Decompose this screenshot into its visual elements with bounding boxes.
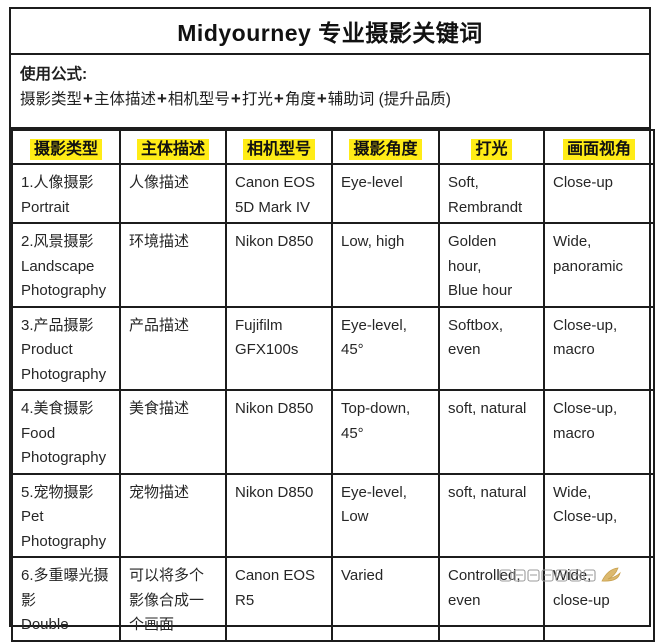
plus-sign: + [156,89,167,108]
header-highlight: 摄影角度 [349,139,422,160]
table-row: 2.风景摄影 Landscape Photography 环境描述 Nikon … [11,222,655,308]
header-highlight: 打光 [471,139,512,160]
table-cell: Low, high [331,222,440,308]
table-cell: 5.宠物摄影 Pet Photography [11,472,121,558]
keywords-table: 摄影类型 主体描述 相机型号 摄影角度 打光 画面视角 1.人像摄影 Portr… [11,129,655,642]
table-cell: 产品描述 [119,305,227,391]
table-cell: 人像描述 [119,163,227,224]
formula-part: 主体描述 [93,91,156,108]
formula-section: 使用公式: 摄影类型+主体描述+相机型号+打光+角度+辅助词 (提升品质) [11,55,649,129]
table-cell: 4.美食摄影 Food Photography [11,389,121,475]
table-cell: Close-up, macro [543,389,655,475]
table-cell: Softbox, even [438,305,545,391]
table-cell: Canon EOS R5 [225,556,333,642]
plus-sign: + [316,89,327,108]
header-cell-type: 摄影类型 [11,129,121,165]
header-highlight: 画面视角 [562,139,635,160]
table-cell: Varied [331,556,440,642]
table-cell: Soft, Rembrandt [438,163,545,224]
formula-part: 相机型号 [167,91,230,108]
header-highlight: 摄影类型 [29,139,102,160]
formula-part: 摄影类型 [20,91,83,108]
table-cell: 可以将多个 影像合成一 个画面 [119,556,227,642]
table-cell: 6.多重曝光摄 影 Double [11,556,121,642]
table-cell: Eye-level, Low [331,472,440,558]
document-page: Midyourney 专业摄影关键词 使用公式: 摄影类型+主体描述+相机型号+… [9,7,655,642]
plus-sign: + [230,89,241,108]
table-cell: Eye-level [331,163,440,224]
table-cell: soft, natural [438,389,545,475]
table-cell: 3.产品摄影 Product Photography [11,305,121,391]
table-cell: Fujifilm GFX100s [225,305,333,391]
table-cell: soft, natural [438,472,545,558]
table-cell: Nikon D850 [225,389,333,475]
table-cell: Eye-level, 45° [331,305,440,391]
table-cell: 美食描述 [119,389,227,475]
header-row: 摄影类型 主体描述 相机型号 摄影角度 打光 画面视角 [11,129,655,165]
header-cell-camera: 相机型号 [225,129,333,165]
header-highlight: 主体描述 [136,139,209,160]
page-title: Midyourney 专业摄影关键词 [177,20,483,46]
table-cell: Close-up, macro [543,305,655,391]
table-cell: 环境描述 [119,222,227,308]
table-cell: 1.人像摄影 Portrait [11,163,121,224]
table-cell: Top-down, 45° [331,389,440,475]
table-cell: Close-up [543,163,655,224]
table-cell: Controlled, even [438,556,545,642]
formula-part: 角度 [284,91,316,108]
formula-part: 打光 [241,91,273,108]
table-cell: Nikon D850 [225,222,333,308]
header-cell-subject: 主体描述 [119,129,227,165]
table-row: 1.人像摄影 Portrait 人像描述 Canon EOS 5D Mark I… [11,163,655,224]
table-cell: Nikon D850 [225,472,333,558]
table-row: 4.美食摄影 Food Photography 美食描述 Nikon D850 … [11,389,655,475]
header-cell-lighting: 打光 [438,129,545,165]
table-row: 6.多重曝光摄 影 Double 可以将多个 影像合成一 个画面 Canon E… [11,556,655,642]
formula-line: 摄影类型+主体描述+相机型号+打光+角度+辅助词 (提升品质) [20,86,640,112]
header-cell-angle: 摄影角度 [331,129,440,165]
header-highlight: 相机型号 [242,139,315,160]
table-cell: 2.风景摄影 Landscape Photography [11,222,121,308]
table-cell: 宠物描述 [119,472,227,558]
table-cell: Canon EOS 5D Mark IV [225,163,333,224]
formula-part: 辅助词 (提升品质) [327,91,451,108]
table-cell: Wide, panoramic [543,222,655,308]
table-cell: Golden hour, Blue hour [438,222,545,308]
table-cell: Wide, Close-up, [543,472,655,558]
title-bar: Midyourney 专业摄影关键词 [11,9,649,55]
plus-sign: + [273,89,284,108]
table-cell: Wide, close-up [543,556,655,642]
header-cell-view: 画面视角 [543,129,655,165]
table-row: 5.宠物摄影 Pet Photography 宠物描述 Nikon D850 E… [11,472,655,558]
formula-label: 使用公式: [20,66,88,83]
table-row: 3.产品摄影 Product Photography 产品描述 Fujifilm… [11,305,655,391]
plus-sign: + [83,89,93,108]
